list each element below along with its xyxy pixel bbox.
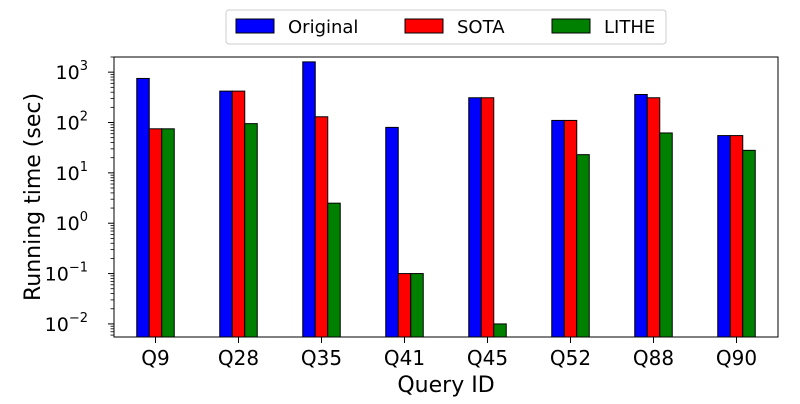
y-tick-base: 10 bbox=[56, 163, 80, 185]
x-tick-label: Q45 bbox=[467, 346, 508, 370]
x-tick-label: Q41 bbox=[384, 346, 425, 370]
bar-original-q41 bbox=[385, 126, 399, 338]
bar-sota-q35 bbox=[314, 116, 329, 338]
bar-sota-q41 bbox=[397, 273, 412, 338]
bar-sota-q88 bbox=[646, 97, 661, 338]
y-tick-label: 103 bbox=[56, 59, 88, 84]
y-tick-exponent: 1 bbox=[80, 160, 88, 175]
bar-original-q52 bbox=[551, 119, 565, 338]
x-tick-label: Q88 bbox=[633, 346, 674, 370]
x-tick-label: Q9 bbox=[141, 346, 169, 370]
x-tick-label: Q28 bbox=[218, 346, 259, 370]
x-tick-label: Q90 bbox=[716, 346, 757, 370]
bar-sota-q28 bbox=[231, 90, 246, 338]
bar-lithe-q28 bbox=[244, 123, 258, 338]
x-axis: Q9 Q28 Q35 Q41 Q45 Q52 Q88 Q90 bbox=[141, 337, 757, 370]
bar-lithe-q41 bbox=[410, 273, 424, 338]
plot-area-frame bbox=[113, 56, 779, 338]
legend-label-lithe: LITHE bbox=[604, 17, 655, 38]
x-tick-label: Q52 bbox=[550, 346, 591, 370]
bar-sota-q9 bbox=[148, 128, 163, 338]
bar-original-q88 bbox=[634, 93, 648, 338]
bar-original-q45 bbox=[468, 97, 482, 338]
x-tick-label: Q35 bbox=[301, 346, 342, 370]
legend-swatch-lithe bbox=[551, 18, 591, 34]
y-tick-label: 101 bbox=[56, 160, 88, 185]
legend-swatch-sota bbox=[404, 18, 444, 34]
y-tick-base: 10 bbox=[56, 213, 80, 235]
bar-original-q28 bbox=[219, 90, 233, 338]
y-tick-label: 10−1 bbox=[45, 261, 88, 286]
legend-label-sota: SOTA bbox=[457, 17, 505, 38]
bar-original-q35 bbox=[302, 61, 316, 338]
y-tick-exponent: 0 bbox=[80, 210, 88, 225]
bars-group bbox=[136, 61, 756, 338]
bar-original-q9 bbox=[136, 77, 150, 338]
y-tick-label: 10−2 bbox=[45, 311, 88, 336]
bar-original-q90 bbox=[717, 135, 731, 338]
y-tick-base: 10 bbox=[56, 113, 80, 135]
y-axis-label: Running time (sec) bbox=[21, 93, 46, 301]
y-tick-label: 100 bbox=[56, 210, 88, 235]
bar-sota-q90 bbox=[729, 135, 744, 338]
bar-lithe-q90 bbox=[742, 149, 756, 338]
bar-lithe-q52 bbox=[576, 154, 590, 338]
y-tick-exponent: 2 bbox=[80, 110, 88, 125]
legend-label-original: Original bbox=[288, 17, 358, 38]
x-axis-label: Query ID bbox=[397, 373, 494, 398]
y-tick-base: 10 bbox=[56, 62, 80, 84]
legend: Original SOTA LITHE bbox=[225, 9, 667, 45]
y-tick-label: 102 bbox=[56, 110, 88, 135]
bar-sota-q52 bbox=[563, 119, 578, 338]
bar-lithe-q88 bbox=[659, 132, 673, 338]
legend-swatch-original bbox=[235, 18, 275, 34]
y-tick-exponent: −2 bbox=[69, 311, 88, 326]
y-tick-exponent: −1 bbox=[69, 261, 88, 276]
y-tick-base: 10 bbox=[45, 264, 69, 286]
bar-lithe-q9 bbox=[161, 128, 175, 338]
y-tick-base: 10 bbox=[45, 314, 69, 336]
bar-sota-q45 bbox=[480, 97, 495, 338]
y-tick-exponent: 3 bbox=[80, 59, 88, 74]
bar-lithe-q35 bbox=[327, 202, 341, 338]
bar-lithe-q45 bbox=[493, 323, 507, 338]
